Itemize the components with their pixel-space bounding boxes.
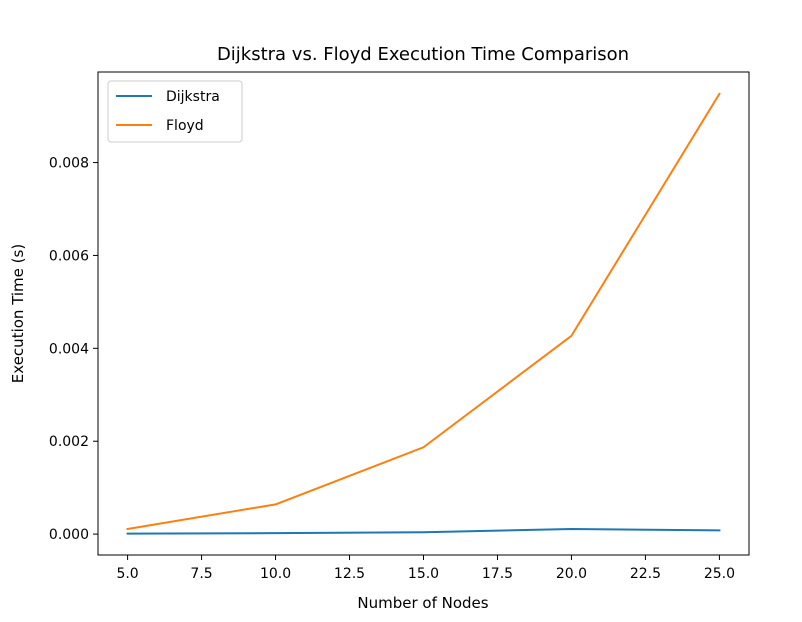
y-tick-label: 0.006: [49, 248, 89, 264]
x-tick-label: 5.0: [116, 566, 138, 582]
series-line-floyd: [126, 92, 721, 531]
legend-label-dijkstra: Dijkstra: [166, 89, 220, 105]
legend: Dijkstra Floyd: [107, 80, 243, 143]
x-axis: 5.0 7.5 10.0 12.5 15.0 17.5 20.0 22.5 25.0: [116, 555, 735, 582]
x-tick-label: 7.5: [190, 566, 212, 582]
y-tick-label: 0.000: [49, 527, 89, 543]
legend-label-floyd: Floyd: [166, 118, 204, 134]
y-axis-label: Execution Time (s): [9, 244, 27, 383]
chart-title: Dijkstra vs. Floyd Execution Time Compar…: [217, 44, 629, 65]
x-tick-label: 15.0: [408, 566, 439, 582]
series-lines: [126, 92, 721, 535]
y-tick-label: 0.004: [49, 341, 89, 357]
x-tick-label: 10.0: [260, 566, 291, 582]
x-axis-label: Number of Nodes: [357, 594, 488, 612]
x-tick-label: 17.5: [482, 566, 513, 582]
plot-area-frame: [97, 71, 750, 556]
series-line-dijkstra: [126, 527, 721, 535]
y-tick-label: 0.008: [49, 156, 89, 172]
y-tick-label: 0.002: [49, 434, 89, 450]
x-tick-label: 22.5: [630, 566, 661, 582]
x-tick-label: 25.0: [704, 566, 735, 582]
y-axis: 0.000 0.002 0.004 0.006 0.008: [49, 156, 98, 543]
x-tick-label: 12.5: [334, 566, 365, 582]
x-tick-label: 20.0: [556, 566, 587, 582]
